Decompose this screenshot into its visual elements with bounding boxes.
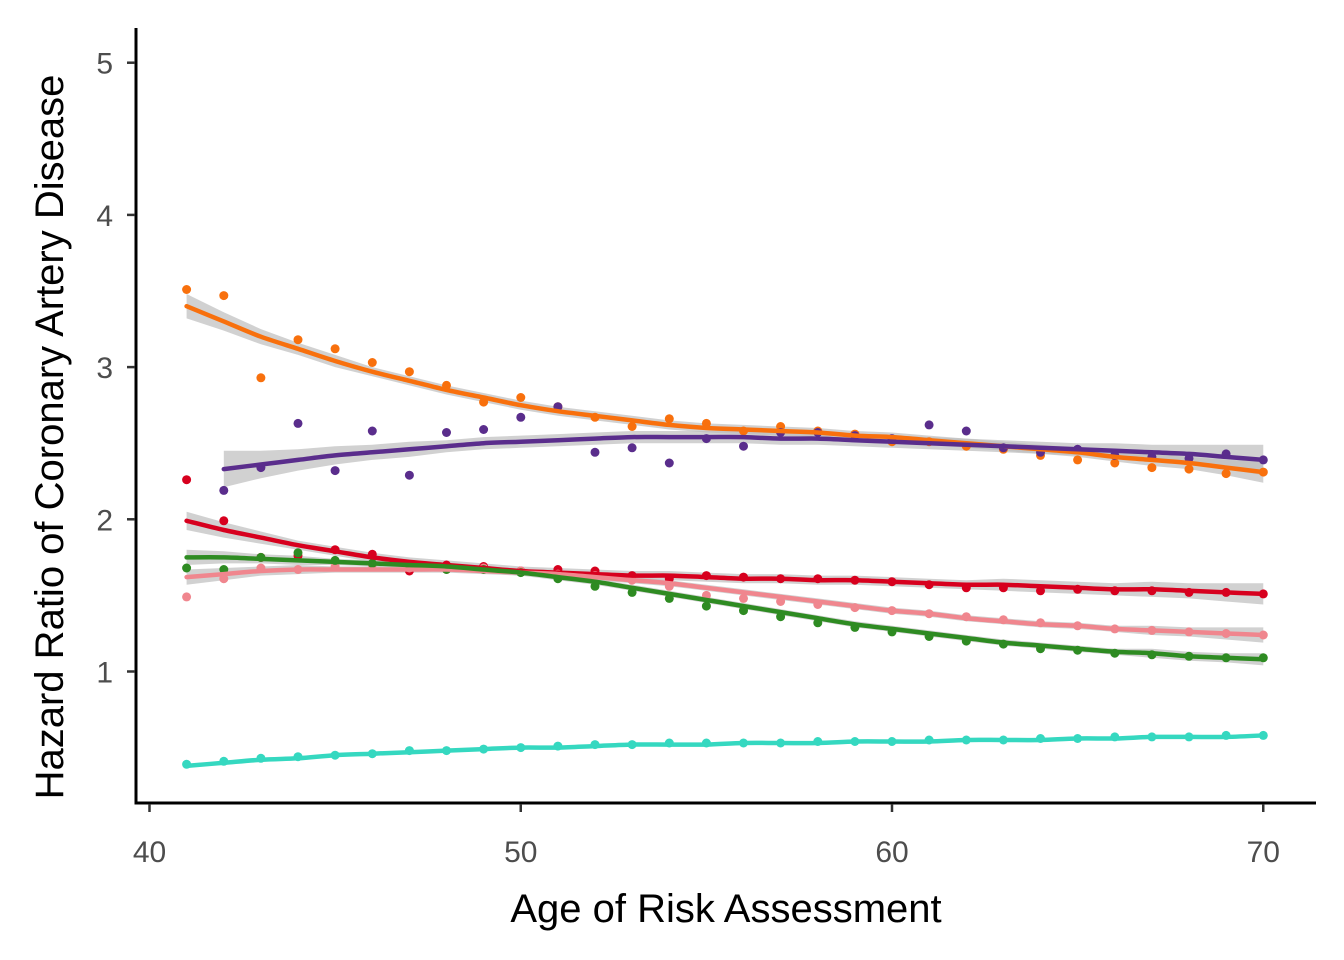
series-4-point <box>182 592 192 602</box>
series-4-point <box>739 593 748 603</box>
series-1-fit-line <box>184 303 1266 475</box>
series-5-point <box>701 601 711 611</box>
series-2-point <box>404 470 414 480</box>
series-6-fit-line <box>184 733 1266 769</box>
y-tick-label: 3 <box>96 352 113 385</box>
series-2-fit-line <box>221 434 1266 472</box>
series-5-fit-line <box>184 555 1266 662</box>
series-2-point <box>293 418 303 428</box>
x-tick-label: 70 <box>1247 836 1280 869</box>
series-2-point <box>590 447 600 457</box>
y-tick-label: 5 <box>96 48 113 81</box>
series-1-point <box>330 344 340 354</box>
series-2-point <box>479 425 489 434</box>
series-1-point <box>1221 469 1231 479</box>
series-1-point <box>219 291 229 301</box>
y-tick-label: 1 <box>96 657 113 690</box>
series-2-point <box>219 485 229 495</box>
series-1-point <box>1110 458 1120 468</box>
series-5-point <box>182 563 192 573</box>
series-3-fit-line <box>184 518 1266 597</box>
series-5-point <box>293 548 303 558</box>
x-tick-label: 50 <box>504 836 537 869</box>
series-1-ribbon <box>186 294 1264 483</box>
series-1-point <box>627 422 637 431</box>
series-2-point <box>739 441 748 451</box>
series-1-point <box>1147 463 1157 473</box>
series-1-point <box>404 367 414 377</box>
series-2-point <box>961 426 971 436</box>
series-1-point <box>182 285 192 294</box>
x-tick-label: 60 <box>875 836 908 869</box>
series-2-point <box>330 466 340 476</box>
x-axis-ticks: 40 50 60 70 <box>133 804 1280 869</box>
x-axis-title: Age of Risk Assessment <box>510 887 941 931</box>
series-2-point <box>516 412 526 422</box>
smooth-fit-lines <box>184 303 1266 769</box>
y-axis-ticks: 1 2 3 4 5 <box>96 48 135 690</box>
series-3-point <box>219 516 229 526</box>
x-tick-label: 40 <box>133 836 166 869</box>
series-1-point <box>1184 464 1194 474</box>
y-tick-label: 2 <box>96 504 113 537</box>
y-tick-label: 4 <box>96 200 113 233</box>
series-2-point <box>924 420 934 430</box>
series-1-point <box>256 373 266 383</box>
series-1-point <box>293 335 303 345</box>
series-2-point <box>664 458 674 468</box>
y-axis-title: Hazard Ratio of Coronary Artery Disease <box>28 75 72 800</box>
series-1-point <box>516 393 526 402</box>
series-1-point <box>1073 455 1083 465</box>
series-3-point <box>182 475 192 485</box>
series-4-ribbon <box>186 565 1264 643</box>
series-3-ribbon <box>186 511 1264 605</box>
series-2-point <box>627 443 637 453</box>
series-1-point <box>367 358 377 367</box>
data-points <box>182 285 1268 769</box>
series-2-point <box>442 428 451 437</box>
series-1-point <box>664 414 674 424</box>
series-2-point <box>367 426 377 436</box>
series-4-fit-line <box>184 567 1266 638</box>
